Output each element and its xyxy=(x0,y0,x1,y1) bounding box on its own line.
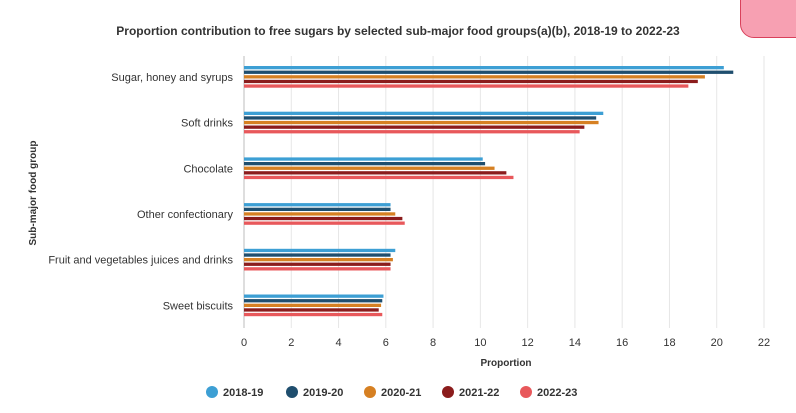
x-tick-label: 18 xyxy=(663,337,675,349)
category-label: Fruit and vegetables juices and drinks xyxy=(48,255,233,267)
bar[interactable] xyxy=(244,303,382,307)
x-tick-label: 14 xyxy=(569,337,581,349)
legend-item[interactable]: 2019-20 xyxy=(286,386,343,399)
legend-item[interactable]: 2022-23 xyxy=(520,386,577,399)
category-label: Other confectionary xyxy=(137,209,233,221)
bar[interactable] xyxy=(244,111,604,115)
legend-label: 2020-21 xyxy=(381,387,421,399)
category-label: Soft drinks xyxy=(181,118,233,130)
legend[interactable]: 2018-19 2019-20 2020-21 2021-22 2022-23 xyxy=(206,386,577,399)
legend-marker xyxy=(206,386,218,398)
bar[interactable] xyxy=(244,308,379,312)
legend-item[interactable]: 2020-21 xyxy=(364,386,421,399)
bar[interactable] xyxy=(244,79,698,84)
category-label: Sugar, honey and syrups xyxy=(111,72,233,84)
bar[interactable] xyxy=(244,216,403,221)
x-tick-label: 16 xyxy=(616,337,628,349)
bar[interactable] xyxy=(244,84,689,88)
bar[interactable] xyxy=(244,248,396,253)
bar-layer xyxy=(244,66,734,317)
bar[interactable] xyxy=(244,258,393,262)
legend-label: 2022-23 xyxy=(537,387,577,399)
chart-title: Proportion contribution to free sugars b… xyxy=(116,24,680,38)
bar[interactable] xyxy=(244,267,391,271)
bar[interactable] xyxy=(244,203,391,207)
bar[interactable] xyxy=(244,262,391,266)
bar[interactable] xyxy=(244,299,383,303)
corner-badge xyxy=(740,0,796,38)
legend-label: 2018-19 xyxy=(223,387,263,399)
x-tick-labels: 0 2 4 6 8 10 12 14 16 18 20 22 xyxy=(241,337,770,349)
bar[interactable] xyxy=(244,171,507,175)
x-tick-label: 20 xyxy=(711,337,723,349)
legend-item[interactable]: 2021-22 xyxy=(442,386,499,399)
bar[interactable] xyxy=(244,312,383,317)
bar[interactable] xyxy=(244,157,483,161)
legend-marker xyxy=(286,386,298,398)
x-tick-label: 2 xyxy=(288,337,294,349)
bar[interactable] xyxy=(244,66,724,70)
x-tick-label: 6 xyxy=(383,337,389,349)
category-labels: Sugar, honey and syrups Soft drinks Chocol… xyxy=(48,72,233,313)
x-tick-label: 22 xyxy=(758,337,770,349)
bar[interactable] xyxy=(244,166,495,170)
legend-marker xyxy=(520,386,532,398)
x-tick-label: 12 xyxy=(522,337,534,349)
bar[interactable] xyxy=(244,75,705,79)
x-tick-label: 4 xyxy=(335,337,341,349)
legend-label: 2019-20 xyxy=(303,387,343,399)
x-tick-label: 8 xyxy=(430,337,436,349)
category-label: Chocolate xyxy=(183,163,233,175)
bar[interactable] xyxy=(244,125,585,129)
bar[interactable] xyxy=(244,175,514,180)
bar[interactable] xyxy=(244,221,405,225)
bar[interactable] xyxy=(244,207,391,211)
category-label: Sweet biscuits xyxy=(163,300,234,312)
bar[interactable] xyxy=(244,130,580,134)
y-axis-title: Sub-major food group xyxy=(28,141,39,246)
legend-marker xyxy=(442,386,454,398)
bar[interactable] xyxy=(244,294,384,298)
bar[interactable] xyxy=(244,120,599,125)
legend-label: 2021-22 xyxy=(459,387,499,399)
bar[interactable] xyxy=(244,162,486,166)
bar[interactable] xyxy=(244,70,734,74)
legend-item[interactable]: 2018-19 xyxy=(206,386,263,399)
x-axis-title: Proportion xyxy=(480,358,531,369)
grid-layer xyxy=(243,56,765,328)
x-tick-label: 10 xyxy=(474,337,486,349)
bar[interactable] xyxy=(244,212,396,216)
bar[interactable] xyxy=(244,116,597,120)
bar[interactable] xyxy=(244,253,391,257)
legend-marker xyxy=(364,386,376,398)
x-tick-label: 0 xyxy=(241,337,247,349)
